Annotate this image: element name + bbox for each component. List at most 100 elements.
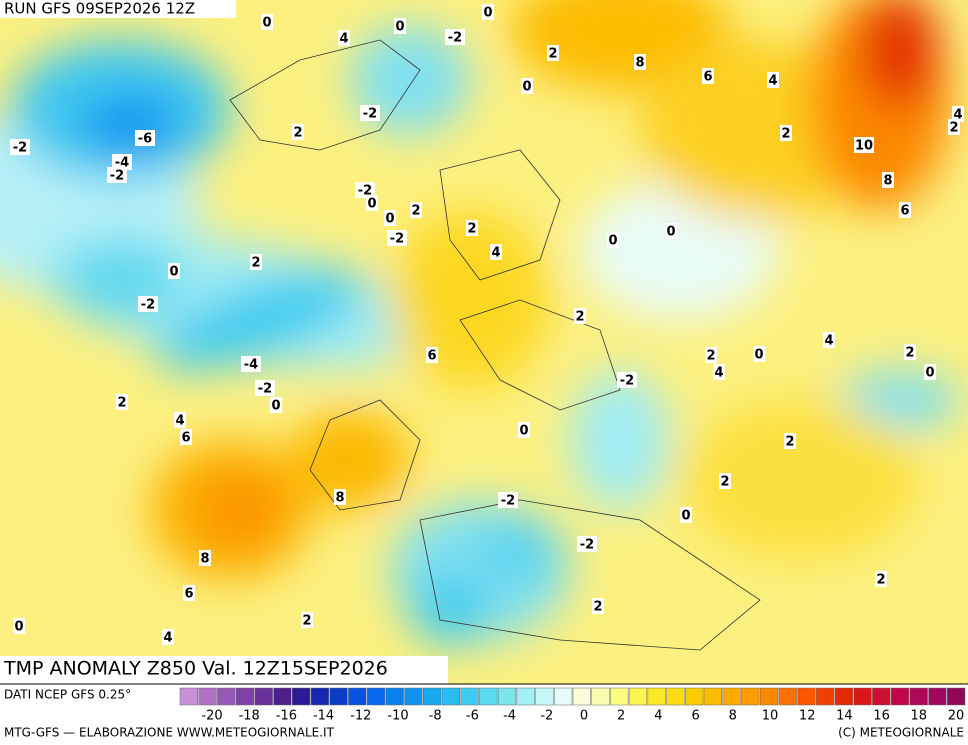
contour-label-bg — [577, 536, 597, 552]
contour-label-bg — [904, 344, 916, 360]
colorbar-tick-label: -6 — [466, 709, 479, 724]
contour-label-bg — [138, 296, 158, 312]
colorbar-swatch — [254, 687, 273, 706]
contour-label-bg — [366, 195, 378, 211]
contour-label: 2 — [467, 222, 476, 237]
contour-label-bg — [112, 154, 132, 170]
colorbar-swatch — [816, 687, 835, 706]
contour-label-bg — [854, 137, 874, 153]
contour-label-bg — [634, 54, 646, 70]
colorbar-swatch — [591, 687, 610, 706]
contour-label-bg — [617, 372, 637, 388]
contour-label: 2 — [706, 349, 715, 364]
title-box — [0, 656, 448, 684]
colorbar-tick-label: 10 — [762, 709, 779, 724]
contour-label-bg — [780, 125, 792, 141]
contour-label-bg — [665, 223, 677, 239]
contour-label: 2 — [949, 121, 958, 136]
colorbar-swatch — [292, 687, 311, 706]
contour-label: 2 — [117, 396, 126, 411]
contour-label-bg — [10, 139, 30, 155]
contour-label: -2 — [258, 382, 272, 397]
contour-label: 4 — [339, 32, 348, 47]
contour-label: 8 — [635, 56, 644, 71]
colorbar-swatch — [310, 687, 329, 706]
contour-label: 4 — [768, 74, 777, 89]
credit-label: MTG-GFS — ELABORAZIONE WWW.METEOGIORNALE… — [4, 726, 335, 740]
contour-label-bg — [199, 550, 211, 566]
contour-label: 0 — [681, 509, 690, 524]
contour-label-bg — [168, 263, 180, 279]
contour-label-bg — [334, 489, 346, 505]
colorbar-swatch — [273, 687, 292, 706]
contour-label-bg — [250, 254, 262, 270]
colorbar-swatch — [385, 687, 404, 706]
colorbar-swatch — [610, 687, 629, 706]
contour-label: 0 — [925, 366, 934, 381]
contour-label-bg — [174, 412, 186, 428]
colorbar-swatch — [572, 687, 591, 706]
colorbar-tick-label: -14 — [313, 709, 334, 724]
colorbar-swatch — [759, 687, 779, 706]
contour-label-bg — [241, 356, 261, 372]
contour-label: -2 — [13, 141, 27, 156]
contour-label-bg — [498, 492, 518, 508]
contour-label-bg — [592, 598, 604, 614]
contour-label: -2 — [363, 107, 377, 122]
colorbar-swatch — [516, 687, 535, 706]
contour-label: 0 — [262, 16, 271, 31]
contour-label-bg — [713, 364, 725, 380]
contour-label-bg — [162, 629, 174, 645]
contour-label-bg — [521, 78, 533, 94]
colorbar-swatch — [685, 687, 704, 706]
colorbar-swatch — [703, 687, 722, 706]
contour-label: 0 — [522, 80, 531, 95]
contour-label: 0 — [519, 424, 528, 439]
colorbar-swatch — [497, 687, 517, 706]
contour-label: 4 — [714, 366, 723, 381]
contour-label: 0 — [483, 6, 492, 21]
contour-label-bg — [360, 105, 380, 121]
contour-label: 2 — [905, 346, 914, 361]
contour-label: 8 — [883, 174, 892, 189]
colorbar-swatch — [834, 687, 853, 706]
colorbar-swatch — [666, 687, 685, 706]
contour-label-bg — [680, 507, 692, 523]
contour-label: 0 — [14, 620, 23, 635]
colorbar-swatch — [947, 687, 966, 706]
colorbar-swatch — [423, 687, 442, 706]
colorbar-swatch — [479, 687, 498, 706]
contour-label: 6 — [427, 349, 436, 364]
contour-label: 4 — [491, 246, 500, 261]
contour-label: -2 — [580, 538, 594, 553]
contour-label-bg — [384, 210, 396, 226]
colorbar-swatch — [797, 687, 816, 706]
contour-label: 4 — [175, 414, 184, 429]
coastline — [229, 39, 761, 651]
contour-label: -4 — [115, 156, 129, 171]
contour-label-bg — [518, 422, 530, 438]
contour-label-bg — [753, 346, 765, 362]
contour-label: -2 — [358, 184, 372, 199]
colorbar-swatch — [366, 687, 386, 706]
contour-label: 2 — [302, 614, 311, 629]
contour-label-bg — [180, 429, 192, 445]
colorbar-tick-label: -16 — [276, 709, 297, 724]
contour-label-bg — [410, 202, 422, 218]
colorbar-swatch — [441, 687, 460, 706]
colorbar-swatch — [404, 687, 423, 706]
colorbar-tick-label: -8 — [429, 709, 442, 724]
colorbar-swatch — [722, 687, 741, 706]
contour-label-bg — [767, 72, 779, 88]
contour-label: -4 — [244, 358, 258, 373]
colorbar-swatch — [872, 687, 891, 706]
source-label: DATI NCEP GFS 0.25° — [4, 688, 131, 702]
contour-label-bg — [899, 202, 911, 218]
contour-label: 2 — [293, 126, 302, 141]
colorbar-tick-label: 6 — [691, 709, 699, 724]
colorbar-swatch — [741, 687, 760, 706]
contour-label: 4 — [824, 334, 833, 349]
